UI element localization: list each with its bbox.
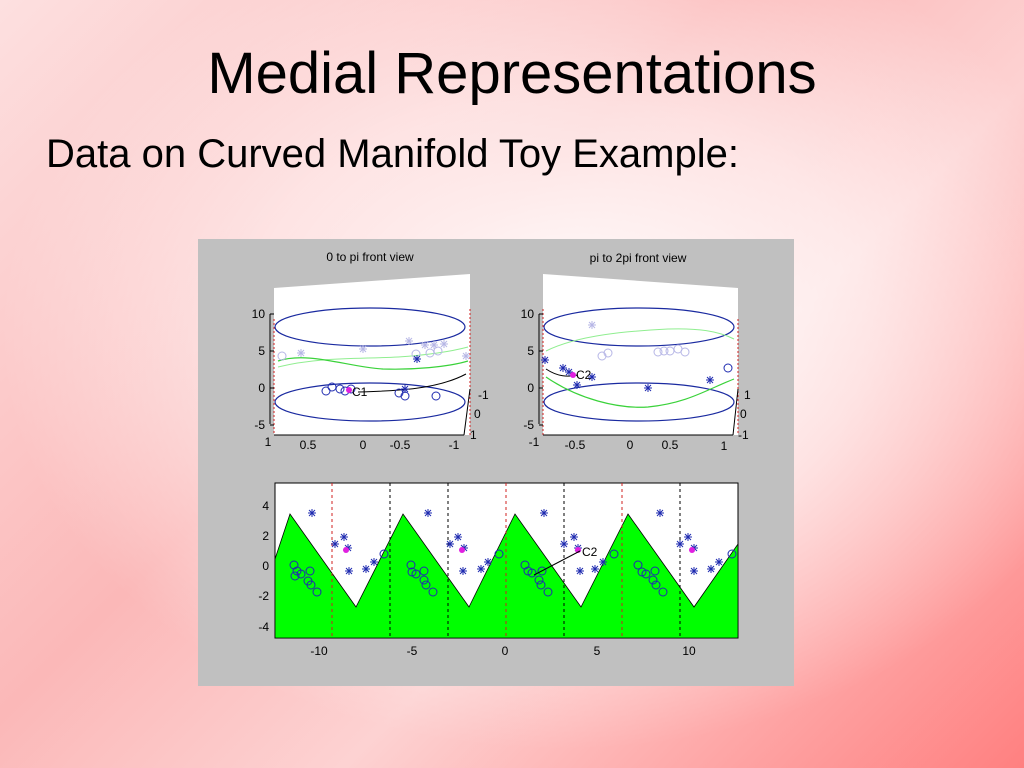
- x-axis-left: 1 0.5 0 -0.5 -1: [265, 434, 464, 452]
- dark-markers: [321, 354, 441, 401]
- y-tick-0: 0: [740, 407, 747, 421]
- x-tick-neg0.5: -0.5: [565, 438, 586, 452]
- slide-title: Medial Representations: [207, 41, 817, 106]
- x-axis-bottom: -10 -5 0 5 10: [310, 644, 696, 658]
- plot-right-title: pi to 2pi front view: [590, 251, 687, 265]
- x-tick-0.5: 0.5: [300, 438, 317, 452]
- x-axis-right: -1 -0.5 0 0.5 1: [529, 434, 733, 453]
- y-tick-4: 4: [262, 499, 269, 513]
- y-tick-neg4: -4: [258, 620, 269, 634]
- annotation-c2: C2: [576, 368, 592, 382]
- y-tick-0: 0: [474, 407, 481, 421]
- z-axis-left: 10 5 0 -5: [252, 307, 274, 432]
- figure-svg: 0 to pi front view C1: [252, 250, 751, 658]
- y-axis-bottom: 4 2 0 -2 -4: [258, 499, 269, 634]
- plot-bottom-2d: C2 4 2 0 -2 -4 -10 -5 0 5 10: [258, 482, 739, 658]
- data-markers: [289, 508, 737, 597]
- curve-black: [357, 373, 467, 393]
- y-tick-neg2: -2: [258, 589, 269, 603]
- z-tick-0: 0: [527, 381, 534, 395]
- plot-right-3d: pi to 2pi front view C2: [521, 251, 751, 453]
- plot-right-area: [543, 274, 738, 435]
- ellipse-bottom: [274, 382, 466, 422]
- magenta-marker: [570, 372, 576, 378]
- magenta-marker: [346, 387, 352, 393]
- y-tick-neg1: -1: [738, 428, 749, 442]
- x-tick-0.5: 0.5: [662, 438, 679, 452]
- dark-markers: [540, 355, 733, 393]
- z-tick-5: 5: [258, 344, 265, 358]
- dashed-dividers: [331, 483, 681, 638]
- x-tick-10: 10: [682, 644, 696, 658]
- x-tick-neg0.5: -0.5: [390, 438, 411, 452]
- z-tick-10: 10: [521, 307, 535, 321]
- x-tick-1: 1: [265, 435, 272, 449]
- faint-markers: [587, 320, 690, 361]
- plot-left-3d: 0 to pi front view C1: [252, 250, 489, 452]
- ellipse-top: [543, 307, 735, 347]
- z-tick-5: 5: [527, 344, 534, 358]
- annotation-c1: C1: [352, 385, 368, 399]
- x-tick-1: 1: [721, 439, 728, 453]
- x-tick-0: 0: [502, 644, 509, 658]
- ellipse-bottom: [543, 382, 735, 422]
- x-tick-0: 0: [360, 438, 367, 452]
- plot-left-area: [274, 274, 470, 435]
- x-tick-neg5: -5: [407, 644, 418, 658]
- x-tick-0: 0: [627, 438, 634, 452]
- c2-connector: [533, 550, 581, 576]
- x-tick-neg10: -10: [310, 644, 328, 658]
- y-tick-0: 0: [262, 559, 269, 573]
- z-tick-0: 0: [258, 381, 265, 395]
- y-axis-right: 1 0 -1: [732, 388, 751, 442]
- x-tick-5: 5: [594, 644, 601, 658]
- z-tick-10: 10: [252, 307, 266, 321]
- y-tick-2: 2: [262, 529, 269, 543]
- curve-green: [545, 376, 735, 408]
- curve-light: [545, 328, 735, 352]
- matlab-figure: 0 to pi front view C1: [198, 239, 794, 686]
- curve-light: [277, 346, 469, 368]
- y-tick-1: 1: [744, 388, 751, 402]
- annotation-c2-bottom: C2: [582, 545, 598, 559]
- slide-subtitle: Data on Curved Manifold Toy Example:: [46, 132, 739, 176]
- x-tick-neg1: -1: [449, 438, 460, 452]
- plot-left-title: 0 to pi front view: [326, 250, 414, 264]
- y-axis-left: -1 0 1: [463, 388, 489, 442]
- z-tick-neg5: -5: [523, 418, 534, 432]
- y-tick-neg1: -1: [478, 388, 489, 402]
- ellipse-top: [274, 307, 466, 347]
- y-tick-1: 1: [470, 428, 477, 442]
- z-axis-right: 10 5 0 -5: [521, 307, 543, 432]
- curve-green: [277, 357, 469, 370]
- z-tick-neg5: -5: [254, 418, 265, 432]
- x-tick-neg1: -1: [529, 435, 540, 449]
